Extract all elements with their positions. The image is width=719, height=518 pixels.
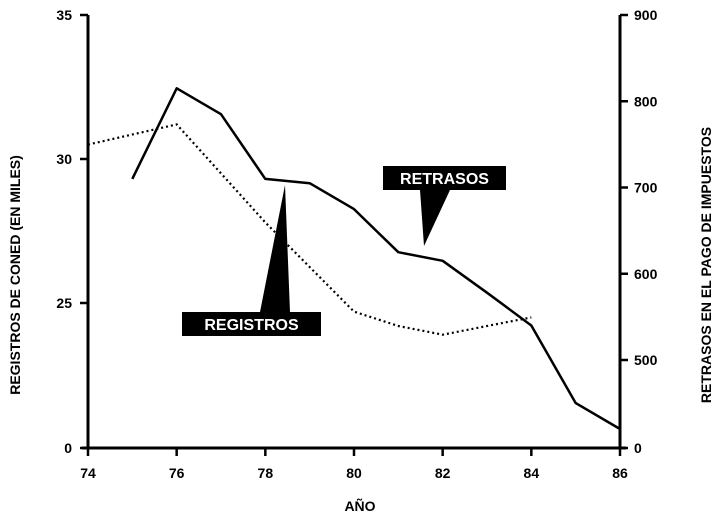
y-right-tick-label: 700: [634, 180, 658, 196]
callout-pointer-registros: [260, 185, 290, 312]
y-right-tick-label: 600: [634, 266, 658, 282]
callout-label-registros: REGISTROS: [204, 317, 299, 334]
y-axis-left-title: REGISTROS DE CONED (EN MILES): [7, 155, 23, 395]
y-right-tick-label: 800: [634, 93, 658, 109]
y-left-tick-label: 25: [56, 295, 72, 311]
series-line-registros: [87, 123, 532, 336]
y-right-tick-label: 500: [634, 352, 658, 368]
series-layer: [87, 87, 621, 431]
x-tick-label: 78: [258, 465, 274, 481]
callout-label-retrasos: RETRASOS: [400, 171, 489, 188]
y-axis-right-title: RETRASOS EN EL PAGO DE IMPUESTOS: [698, 127, 714, 403]
callout-pointer-retrasos: [420, 190, 450, 246]
series-line-retrasos: [131, 87, 621, 431]
x-tick-label: 82: [435, 465, 451, 481]
y-left-tick-label: 30: [56, 151, 72, 167]
callout-box-retrasos: [383, 166, 506, 190]
y-right-tick-label: 900: [634, 7, 658, 23]
x-tick-label: 76: [169, 465, 185, 481]
y-right-tick-label: 0: [634, 440, 642, 456]
callout-retrasos: RETRASOS: [383, 166, 506, 246]
x-tick-label: 84: [524, 465, 540, 481]
x-tick-label: 80: [346, 465, 362, 481]
y-left-tick-label: 0: [64, 440, 72, 456]
callouts: RETRASOS REGISTROS: [182, 166, 506, 336]
axes: 74 76 78 80 82 84 86 0 25 30 35 0 500 600 700 800 900: [56, 7, 657, 481]
callout-registros: REGISTROS: [182, 185, 321, 336]
x-tick-label: 74: [80, 465, 96, 481]
x-tick-label: 86: [612, 465, 628, 481]
x-axis-title: AÑO: [344, 497, 375, 514]
callout-box-registros: [182, 312, 321, 336]
y-left-tick-label: 35: [56, 7, 72, 23]
